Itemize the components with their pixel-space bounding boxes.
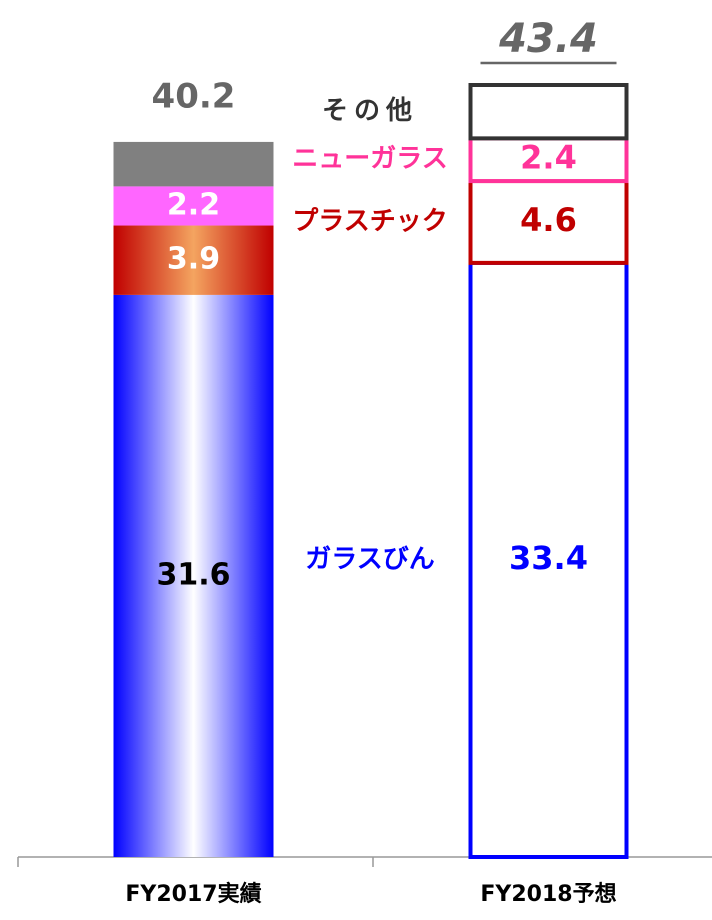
total-label: 43.4	[498, 16, 598, 62]
bar-segment	[468, 260, 629, 859]
bar-segment	[113, 186, 274, 226]
bar-segment	[468, 83, 629, 141]
value-label: 31.6	[156, 557, 230, 592]
series-label: プラスチック	[292, 206, 447, 236]
value-label: 4.6	[520, 201, 577, 239]
value-label: 3.9	[167, 242, 220, 277]
x-tick-label: FY2018予想	[480, 882, 616, 907]
bar-segment	[113, 141, 274, 187]
series-label: ガラスびん	[305, 544, 434, 574]
series-label: ニューガラス	[292, 144, 447, 174]
series-label: その他	[322, 96, 418, 126]
bar-segment	[113, 294, 274, 857]
bar-segment	[113, 225, 274, 295]
total-label: 40.2	[152, 76, 236, 116]
value-label: 2.4	[520, 139, 577, 177]
value-label: 33.4	[509, 539, 588, 577]
value-label: 2.2	[167, 187, 220, 222]
x-tick-label: FY2017実績	[125, 881, 261, 907]
